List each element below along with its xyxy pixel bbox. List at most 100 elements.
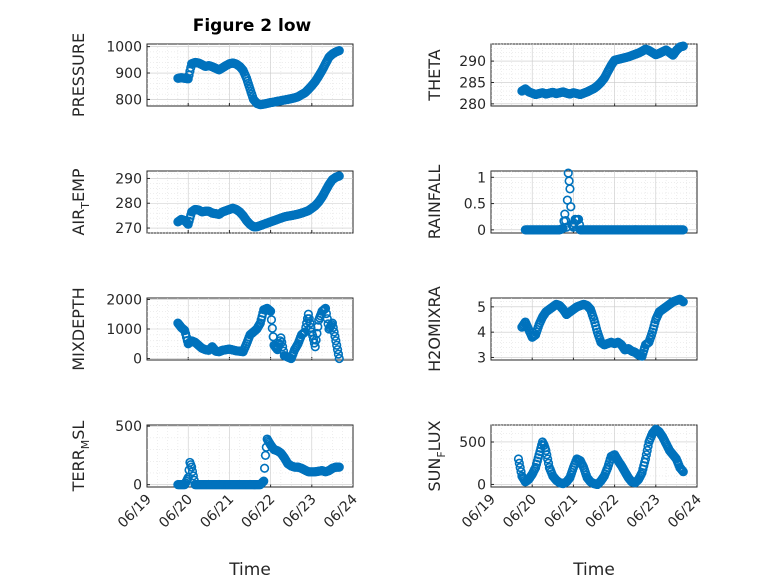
y-axis-label: RAINFALL bbox=[425, 165, 444, 240]
data-point bbox=[643, 441, 653, 451]
data-point bbox=[266, 306, 276, 316]
data-point bbox=[188, 471, 198, 481]
y-tick-label: 3 bbox=[477, 350, 486, 366]
data-point bbox=[334, 171, 344, 181]
y-axis-label: H2OMIXRA bbox=[425, 286, 444, 372]
y-tick-label: 290 bbox=[115, 171, 142, 187]
data-point bbox=[259, 463, 270, 473]
subplot-rainfall: 0 0.5 1 RAINFALL bbox=[425, 165, 698, 240]
data-point bbox=[312, 328, 322, 339]
data-point bbox=[278, 342, 288, 352]
y-axis-label: SUNFLUX bbox=[425, 420, 448, 491]
y-tick-label: 285 bbox=[459, 75, 486, 91]
y-axis-label: MIXDEPTH bbox=[69, 287, 88, 370]
y-axis-label: AIRTEMP bbox=[69, 168, 92, 235]
data-markers bbox=[173, 434, 344, 490]
subplot-sun-flux: 06/19 06/20 06/21 06/22 06/23 06/24 0 500 SUNFLU… bbox=[425, 420, 705, 531]
data-point bbox=[541, 445, 551, 456]
subplot-pressure: 800 900 1000 PRESSURE bbox=[69, 33, 354, 117]
data-point bbox=[259, 476, 269, 486]
data-point bbox=[542, 450, 552, 460]
y-tick-label: 0.5 bbox=[464, 197, 486, 213]
data-point bbox=[642, 445, 652, 456]
x-tick-label: 06/19 bbox=[115, 492, 155, 532]
y-axis-label: PRESSURE bbox=[69, 33, 88, 117]
x-tick-label: 06/23 bbox=[280, 492, 320, 532]
data-point bbox=[334, 45, 344, 56]
y-tick-label: 4 bbox=[477, 325, 486, 341]
data-point bbox=[329, 327, 339, 337]
y-tick-label: 800 bbox=[115, 92, 142, 108]
data-point bbox=[515, 462, 525, 473]
data-point bbox=[304, 314, 314, 324]
y-tick-label: 290 bbox=[459, 54, 486, 70]
subplot-h2omixra: 3 4 5 H2OMIXRA bbox=[425, 286, 698, 372]
x-axis-label-left: Time bbox=[228, 560, 271, 580]
y-tick-label: 5 bbox=[477, 300, 486, 316]
data-point bbox=[678, 467, 688, 477]
data-point bbox=[543, 458, 554, 468]
data-point bbox=[277, 337, 287, 347]
y-tick-label: 0 bbox=[477, 477, 486, 493]
data-point bbox=[332, 345, 343, 355]
data-point bbox=[276, 333, 286, 343]
x-axis-label-right: Time bbox=[572, 560, 615, 580]
data-point bbox=[313, 322, 323, 332]
data-point bbox=[305, 318, 315, 328]
data-point bbox=[543, 454, 553, 464]
subplot-theta: 280 285 290 THETA bbox=[425, 41, 698, 113]
y-tick-label: 280 bbox=[459, 97, 486, 113]
data-point bbox=[678, 297, 688, 307]
x-tick-label: 06/22 bbox=[239, 492, 279, 532]
y-tick-label: 1 bbox=[477, 170, 486, 186]
data-point bbox=[573, 214, 584, 224]
y-tick-label: 900 bbox=[115, 66, 142, 82]
data-point bbox=[565, 184, 575, 194]
data-point bbox=[513, 454, 524, 464]
y-tick-label: 0 bbox=[133, 352, 142, 368]
data-markers bbox=[173, 171, 344, 232]
subplot-terr-msl: 06/19 06/20 06/21 06/22 06/23 06/24 0 500 TERRMS… bbox=[69, 419, 361, 531]
y-tick-label: 2000 bbox=[106, 292, 142, 308]
x-tick-label: 06/21 bbox=[541, 492, 581, 532]
figure-title: Figure 2 low bbox=[193, 16, 312, 36]
data-point bbox=[678, 225, 688, 235]
y-tick-label: 0 bbox=[477, 223, 486, 239]
x-tick-label: 06/23 bbox=[624, 492, 664, 532]
y-tick-label: 1000 bbox=[106, 40, 142, 56]
data-point bbox=[641, 450, 651, 460]
data-point bbox=[334, 462, 344, 472]
x-tick-label: 06/24 bbox=[321, 491, 361, 531]
subplot-air-temp: 270 280 290 AIRTEMP bbox=[69, 168, 354, 237]
data-point bbox=[311, 335, 321, 345]
x-tick-label: 06/22 bbox=[583, 492, 623, 532]
x-tick-label: 06/24 bbox=[665, 491, 705, 531]
data-markers bbox=[173, 45, 344, 110]
data-point bbox=[187, 466, 198, 477]
data-markers bbox=[520, 168, 688, 235]
data-point bbox=[514, 458, 524, 468]
data-point bbox=[640, 454, 651, 464]
data-point bbox=[566, 202, 576, 212]
data-point bbox=[321, 308, 331, 319]
x-tick-label: 06/20 bbox=[156, 492, 196, 532]
data-point bbox=[320, 303, 331, 313]
data-point bbox=[327, 318, 338, 328]
y-axis-label: TERRMSL bbox=[69, 421, 92, 493]
data-point bbox=[678, 41, 688, 51]
x-tick-label: 06/21 bbox=[197, 492, 237, 532]
data-point bbox=[266, 315, 277, 325]
y-tick-label: 500 bbox=[459, 435, 486, 451]
data-point bbox=[328, 322, 338, 333]
y-tick-label: 280 bbox=[115, 196, 142, 212]
data-point bbox=[310, 342, 320, 352]
data-markers bbox=[513, 424, 688, 490]
x-tick-label: 06/20 bbox=[500, 492, 540, 532]
y-tick-label: 0 bbox=[133, 478, 142, 494]
data-point bbox=[334, 353, 344, 364]
data-point bbox=[333, 349, 344, 359]
y-axis-label: THETA bbox=[425, 49, 444, 101]
data-markers bbox=[173, 303, 344, 364]
y-tick-label: 500 bbox=[115, 419, 142, 435]
